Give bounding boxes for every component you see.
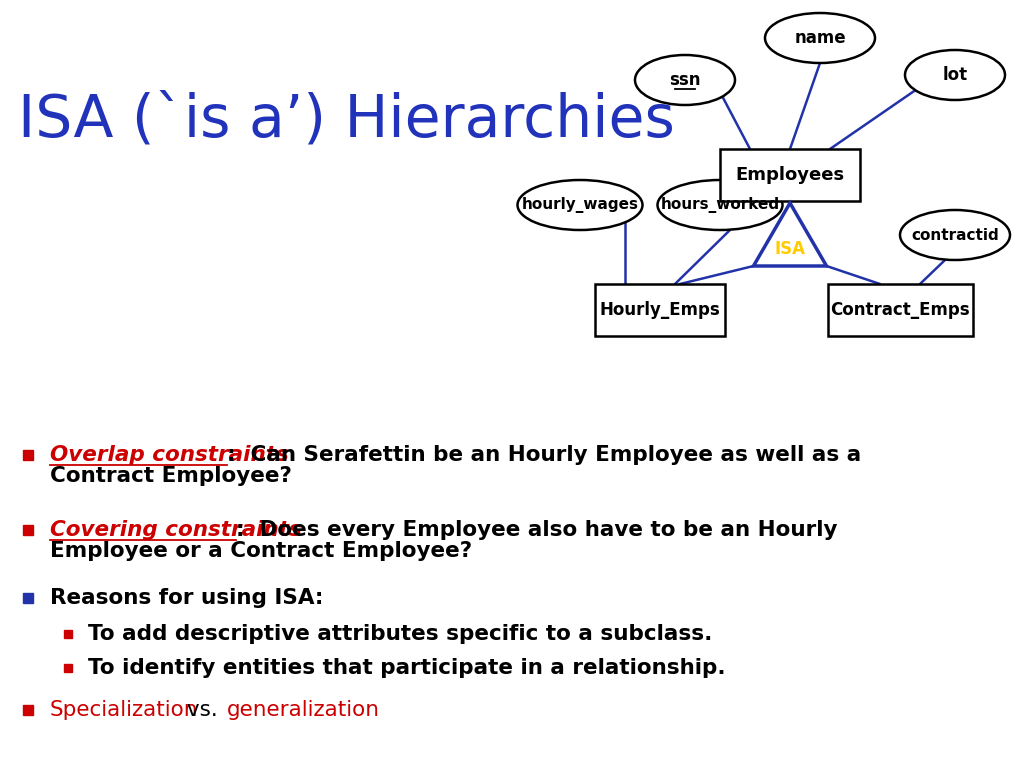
- Text: hours_worked: hours_worked: [660, 197, 779, 213]
- Text: lot: lot: [942, 66, 968, 84]
- Text: Covering constraints: Covering constraints: [50, 520, 302, 540]
- Bar: [63, 664, 72, 672]
- Text: contractid: contractid: [911, 227, 998, 243]
- Text: To identify entities that participate in a relationship.: To identify entities that participate in…: [88, 658, 726, 678]
- Text: Employees: Employees: [735, 166, 845, 184]
- Ellipse shape: [765, 13, 874, 63]
- Text: Overlap constraints: Overlap constraints: [50, 445, 289, 465]
- Bar: [827, 284, 973, 336]
- Text: :  Can Serafettin be an Hourly Employee as well as a: : Can Serafettin be an Hourly Employee a…: [226, 445, 861, 465]
- Text: To add descriptive attributes specific to a subclass.: To add descriptive attributes specific t…: [88, 624, 713, 644]
- Bar: [23, 705, 33, 715]
- Text: Contract_Emps: Contract_Emps: [830, 301, 970, 319]
- Ellipse shape: [635, 55, 735, 105]
- Ellipse shape: [517, 180, 642, 230]
- Text: :  Does every Employee also have to be an Hourly: : Does every Employee also have to be an…: [236, 520, 838, 540]
- Text: ISA: ISA: [774, 240, 806, 258]
- Text: Hourly_Emps: Hourly_Emps: [600, 301, 720, 319]
- Bar: [23, 593, 33, 603]
- Bar: [63, 630, 72, 638]
- Text: Contract Employee?: Contract Employee?: [50, 466, 292, 486]
- Ellipse shape: [905, 50, 1005, 100]
- Text: generalization: generalization: [226, 700, 380, 720]
- Bar: [23, 525, 33, 535]
- Text: Employee or a Contract Employee?: Employee or a Contract Employee?: [50, 541, 472, 561]
- Ellipse shape: [900, 210, 1010, 260]
- Bar: [23, 450, 33, 460]
- Bar: [720, 149, 860, 201]
- Text: Reasons for using ISA:: Reasons for using ISA:: [50, 588, 324, 608]
- Text: vs.: vs.: [180, 700, 225, 720]
- Ellipse shape: [657, 180, 782, 230]
- Text: name: name: [795, 29, 846, 47]
- Text: hourly_wages: hourly_wages: [521, 197, 639, 213]
- Text: ssn: ssn: [670, 71, 700, 89]
- Bar: [595, 284, 725, 336]
- Text: Specialization: Specialization: [50, 700, 199, 720]
- Text: ISA (`is a’) Hierarchies: ISA (`is a’) Hierarchies: [18, 91, 675, 148]
